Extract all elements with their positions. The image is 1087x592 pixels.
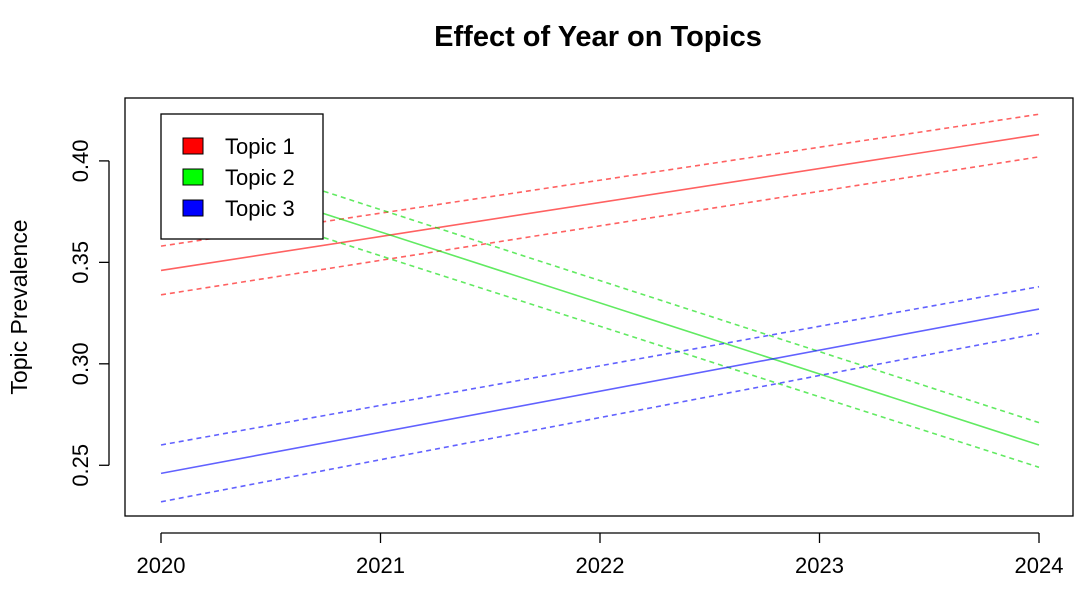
y-axis-label: Topic Prevalence: [6, 219, 32, 394]
y-tick-label: 0.30: [68, 342, 93, 385]
series-lower-ci-topic-3: [160, 332, 1040, 503]
series-line-topic-1: [160, 133, 1040, 272]
x-tick-label: 2023: [795, 553, 844, 578]
y-tick-label: 0.25: [68, 444, 93, 487]
axes-layer: 2020 2021 2022 2023 2024 0.25 0.30 0.35 0.40: [68, 139, 1063, 578]
y-tick-label: 0.35: [68, 241, 93, 284]
series-line-topic-3: [160, 308, 1040, 475]
legend-label-topic-1: Topic 1: [225, 134, 295, 159]
legend-items: Topic 1 Topic 2 Topic 3: [182, 134, 295, 221]
series-upper-ci-topic-3: [160, 285, 1040, 446]
plot-area: [124, 97, 1074, 517]
x-tick-label: 2022: [576, 553, 625, 578]
x-tick-label: 2020: [137, 553, 186, 578]
legend-label-topic-2: Topic 2: [225, 165, 295, 190]
x-tick-label: 2021: [356, 553, 405, 578]
y-tick-label: 0.40: [68, 139, 93, 182]
x-tick-label: 2024: [1015, 553, 1064, 578]
chart-title: Effect of Year on Topics: [434, 21, 762, 53]
legend-swatch-topic-3: [182, 199, 204, 217]
legend: Topic 1 Topic 2 Topic 3: [160, 113, 324, 240]
legend-swatch-topic-2: [182, 168, 204, 186]
series-lower-ci-topic-1: [160, 156, 1040, 296]
legend-label-topic-3: Topic 3: [225, 196, 295, 221]
legend-swatch-topic-1: [182, 137, 204, 155]
